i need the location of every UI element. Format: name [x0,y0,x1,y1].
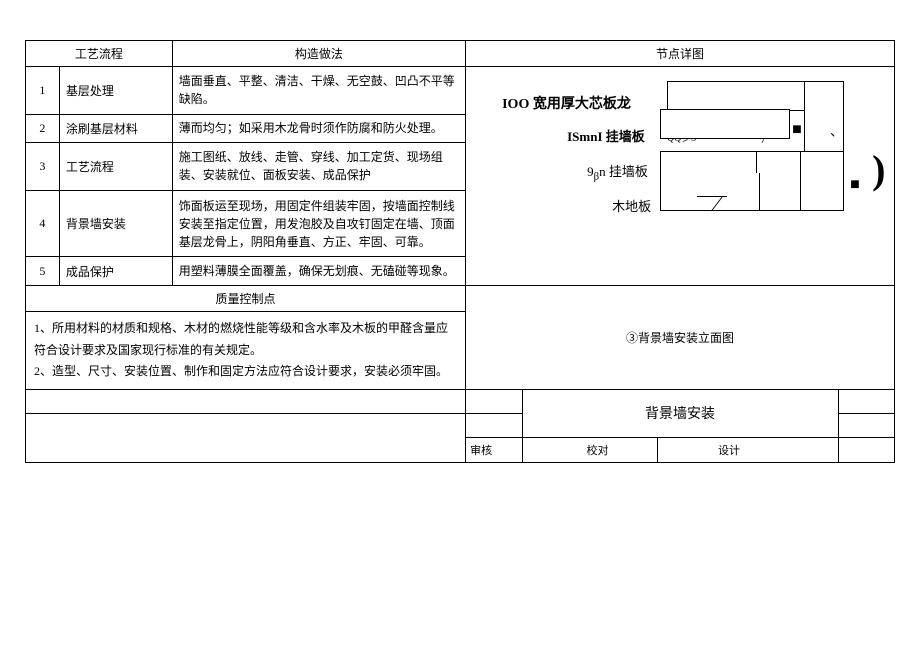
row-num: 3 [26,143,60,191]
dg-label-1: IOO 宽用厚大芯板龙 [502,93,631,113]
table-row: 1 基层处理 墙面垂直、平整、清洁、干燥、无空鼓、凹凸不平等缺陷。 IOO 宽用… [26,67,895,115]
dg-black2: ■ [850,176,860,194]
sign-design-cell: 设计 [657,437,838,462]
spacer-c1 [466,389,522,413]
dg-slash: ╱ [712,196,720,212]
dg-box [660,109,790,139]
row-num: 2 [26,114,60,143]
spacer-c4 [838,389,894,413]
sign-review-label: 审核 [466,437,522,462]
dg-label-2: ISmnI 挂墙板 [567,126,645,145]
row-step: 基层处理 [59,67,172,115]
sign-check-cell: 校对 [522,437,657,462]
sign-blank [838,437,894,462]
row-step: 涂刷基层材料 [59,114,172,143]
spacer-row: 背景墙安装 [26,389,895,413]
dg-box [800,151,844,211]
spacer-c4b [838,413,894,437]
qc-header: 质量控制点 [26,286,466,312]
row-num: 1 [26,67,60,115]
spacer-left-2 [26,413,466,462]
hdr-method: 构造做法 [172,41,465,67]
diagram-caption: ③背景墙安装立面图 [466,286,895,390]
qc-body: 1、所用材料的材质和规格、木材的燃烧性能等级和含水率及木板的甲醛含量应符合设计要… [26,312,466,390]
dg-line [697,196,727,197]
document-table: 工艺流程 构造做法 节点详图 1 基层处理 墙面垂直、平整、清洁、干燥、无空鼓、… [25,40,895,463]
dg-black: ■ [792,121,802,139]
header-row: 工艺流程 构造做法 节点详图 [26,41,895,67]
dg-comma: 、 [830,121,843,140]
diagram-cell: IOO 宽用厚大芯板龙 H ISmnI 挂墙板 QQ夕3 / / ■ 、 9βn… [466,67,895,286]
row-desc: 施工图纸、放线、走管、穿线、加工定货、现场组装、安装就位、面板安装、成品保护 [172,143,465,191]
spacer-left [26,389,466,413]
row-num: 5 [26,257,60,286]
row-step: 成品保护 [59,257,172,286]
dg-label-3: 9βn 挂墙板 [587,161,648,183]
dg-box [804,81,844,153]
hdr-detail: 节点详图 [466,41,895,67]
row-desc: 用塑料薄膜全面覆盖，确保无划痕、无磕碰等现象。 [172,257,465,286]
row-desc: 墙面垂直、平整、清洁、干燥、无空鼓、凹凸不平等缺陷。 [172,67,465,115]
hdr-process: 工艺流程 [26,41,173,67]
sign-design-label: 设计 [718,445,740,457]
row-step: 背景墙安装 [59,190,172,257]
dg-box [667,81,807,111]
row-num: 4 [26,190,60,257]
row-step: 工艺流程 [59,143,172,191]
dg-box [660,173,760,211]
row-desc: 饰面板运至现场，用固定件组装牢固，按墙面控制线安装至指定位置，用发泡胶及自攻钉固… [172,190,465,257]
dg-l3c: n 挂墙板 [599,164,648,179]
spacer-c1b [466,413,522,437]
qc-line-2: 2、造型、尺寸、安装位置、制作和固定方法应符合设计要求，安装必须牢固。 [34,361,457,383]
sign-check-label: 校对 [587,445,609,457]
title-cell: 背景墙安装 [522,389,838,437]
qc-header-row: 质量控制点 ③背景墙安装立面图 [26,286,895,312]
qc-line-1: 1、所用材料的材质和规格、木材的燃烧性能等级和含水率及木板的甲醛含量应符合设计要… [34,318,457,361]
row-desc: 薄而均匀；如采用木龙骨时须作防腐和防火处理。 [172,114,465,143]
diagram: IOO 宽用厚大芯板龙 H ISmnI 挂墙板 QQ夕3 / / ■ 、 9βn… [472,71,888,281]
dg-box [756,151,804,211]
dg-paren: ) [872,146,885,193]
dg-label-4: 木地板 [612,196,651,215]
